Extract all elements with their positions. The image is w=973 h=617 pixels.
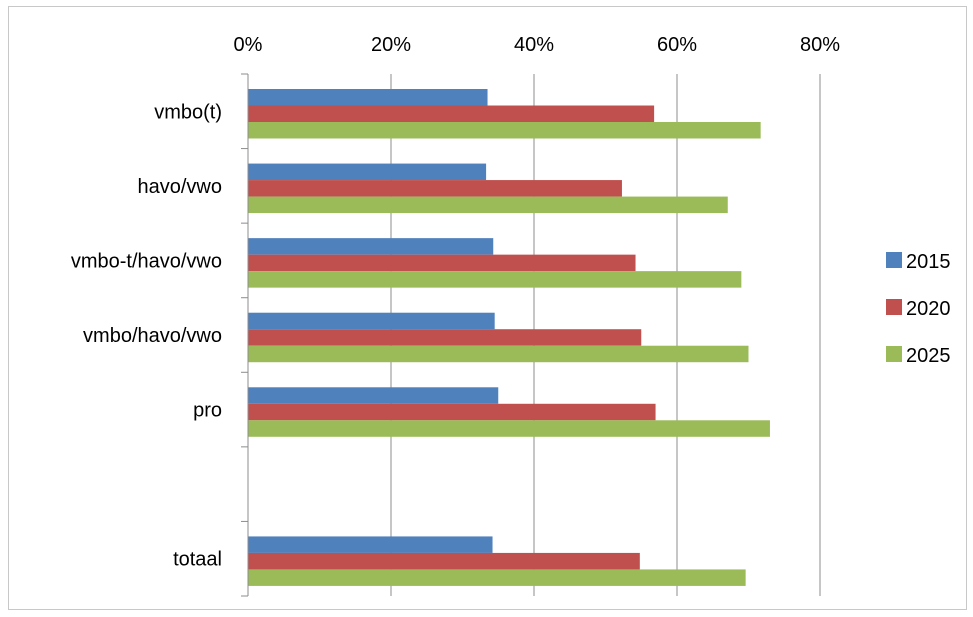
x-tick-label: 60% <box>657 34 697 56</box>
bar-2015 <box>248 89 488 106</box>
bar-2025 <box>248 271 742 288</box>
bar-2025 <box>248 196 728 214</box>
legend: 2015 2020 2025 <box>886 251 951 367</box>
bar-2015 <box>248 238 494 255</box>
bar-2015 <box>248 536 493 553</box>
bar-2015 <box>248 312 495 330</box>
legend-label: 2015 <box>906 251 951 273</box>
x-tick-label: 20% <box>371 34 411 56</box>
bar-2015 <box>248 387 499 404</box>
x-axis-tick-labels: 0% 20% 40% 60% 80% <box>234 34 841 56</box>
y-category-label: havo/vwo <box>138 176 223 198</box>
bar-2020 <box>248 180 622 197</box>
bar-2025 <box>248 420 770 437</box>
legend-label: 2025 <box>906 345 951 367</box>
y-category-label: vmbo/havo/vwo <box>83 325 222 347</box>
bar-2020 <box>248 403 656 421</box>
x-tick-label: 80% <box>800 34 840 56</box>
bar-2025 <box>248 345 749 363</box>
x-tick-label: 40% <box>514 34 554 56</box>
bars <box>248 89 770 586</box>
y-axis-category-labels: vmbo(t) havo/vwo vmbo-t/havo/vwo vmbo/havo/… <box>71 101 222 570</box>
legend-swatch-2025 <box>886 346 902 362</box>
bar-2025 <box>248 569 746 586</box>
y-category-label: vmbo(t) <box>154 101 222 123</box>
bar-2015 <box>248 163 487 181</box>
y-axis <box>241 73 249 597</box>
bar-2020 <box>248 552 640 570</box>
legend-label: 2020 <box>906 298 951 320</box>
bar-2020 <box>248 254 636 272</box>
y-category-label: totaal <box>173 549 222 571</box>
y-category-label: pro <box>193 400 222 422</box>
legend-swatch-2015 <box>886 252 902 268</box>
x-tick-label: 0% <box>234 34 263 56</box>
bar-2025 <box>248 122 761 139</box>
y-category-label: vmbo-t/havo/vwo <box>71 250 222 272</box>
legend-swatch-2020 <box>886 299 902 315</box>
bar-2020 <box>248 105 655 122</box>
bar-2020 <box>248 329 642 346</box>
